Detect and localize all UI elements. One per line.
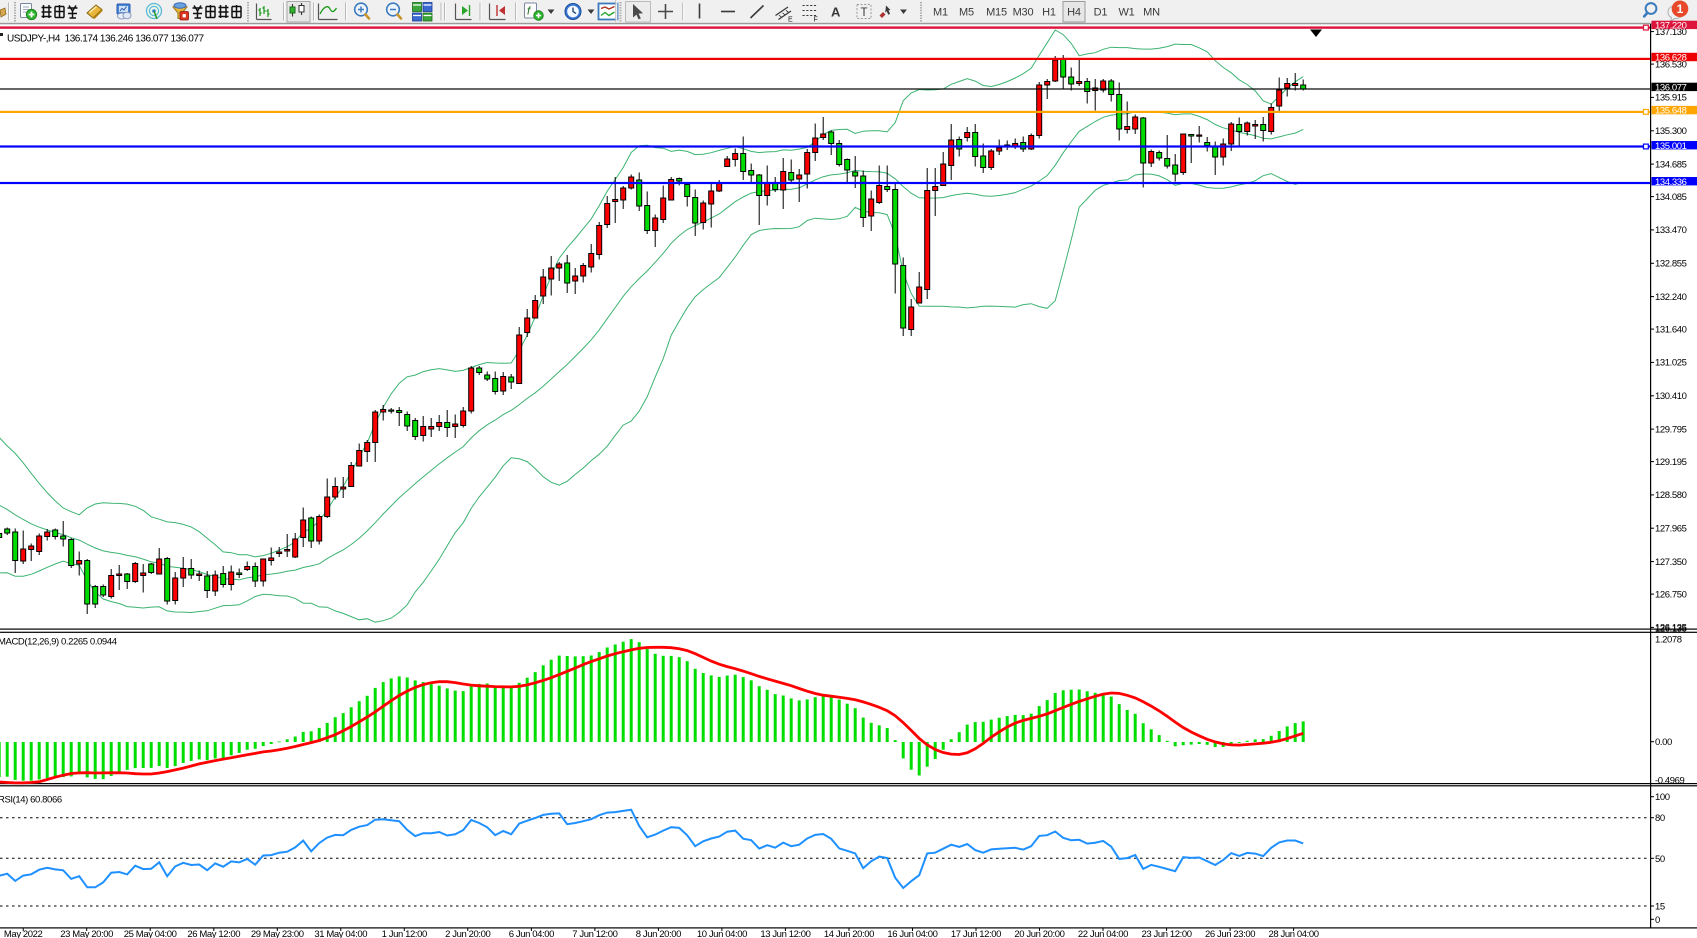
svg-text:131.025: 131.025 [1655, 358, 1687, 369]
svg-text:31 May 04:00: 31 May 04:00 [314, 929, 367, 938]
svg-text:134.336: 134.336 [1655, 177, 1687, 188]
svg-text:136.530: 136.530 [1655, 59, 1687, 70]
svg-text:T: T [861, 7, 868, 19]
svg-text:RSI(14) 60.8066: RSI(14) 60.8066 [0, 795, 62, 806]
svg-text:127.350: 127.350 [1655, 557, 1687, 568]
svg-text:0: 0 [1655, 915, 1660, 926]
svg-text:137.220: 137.220 [1655, 21, 1687, 32]
svg-text:130.410: 130.410 [1655, 391, 1687, 402]
svg-text:126.750: 126.750 [1655, 589, 1687, 600]
svg-text:10 Jun 04:00: 10 Jun 04:00 [697, 929, 747, 938]
svg-text:F: F [814, 17, 818, 24]
svg-text:132.855: 132.855 [1655, 259, 1687, 270]
svg-text:127.965: 127.965 [1655, 524, 1687, 535]
svg-text:2 Jun 20:00: 2 Jun 20:00 [445, 929, 490, 938]
svg-text:1 Jun 12:00: 1 Jun 12:00 [382, 929, 427, 938]
svg-text:22 Jun 04:00: 22 Jun 04:00 [1078, 929, 1128, 938]
svg-text:29 May 23:00: 29 May 23:00 [251, 929, 304, 938]
svg-text:136.628: 136.628 [1655, 53, 1687, 64]
svg-text:1.2078: 1.2078 [1655, 635, 1682, 646]
svg-text:129.195: 129.195 [1655, 457, 1687, 468]
svg-text:80: 80 [1655, 813, 1665, 824]
svg-text:17 Jun 12:00: 17 Jun 12:00 [951, 929, 1001, 938]
svg-text:23 May 20:00: 23 May 20:00 [60, 929, 113, 938]
svg-text:134.685: 134.685 [1655, 159, 1687, 170]
svg-text:126.135: 126.135 [1655, 623, 1687, 634]
svg-text:M5: M5 [959, 7, 974, 19]
svg-text:134.085: 134.085 [1655, 192, 1687, 203]
svg-text:16 Jun 04:00: 16 Jun 04:00 [887, 929, 937, 938]
svg-text:MN: MN [1143, 7, 1160, 19]
svg-text:8 Jun 20:00: 8 Jun 20:00 [636, 929, 681, 938]
svg-text:26 Jun 23:00: 26 Jun 23:00 [1205, 929, 1255, 938]
svg-text:100: 100 [1655, 792, 1670, 803]
svg-text:M30: M30 [1013, 7, 1034, 19]
svg-text:USDJPY-,H4 136.174 136.246 13: USDJPY-,H4 136.174 136.246 136.077 136.0… [7, 34, 204, 45]
svg-text:136.077: 136.077 [1655, 83, 1687, 94]
svg-text:E: E [788, 17, 793, 24]
svg-text:D1: D1 [1094, 7, 1108, 19]
svg-text:14 Jun 20:00: 14 Jun 20:00 [824, 929, 874, 938]
svg-text:126.135: 126.135 [1655, 623, 1687, 634]
svg-text:135.001: 135.001 [1655, 141, 1687, 152]
svg-text:MACD(12,26,9) 0.2265 0.0944: MACD(12,26,9) 0.2265 0.0944 [0, 637, 117, 648]
svg-text:6 Jun 04:00: 6 Jun 04:00 [509, 929, 554, 938]
svg-text:-0.4969: -0.4969 [1655, 776, 1685, 787]
svg-text:H1: H1 [1042, 7, 1056, 19]
svg-text:20 Jun 20:00: 20 Jun 20:00 [1014, 929, 1064, 938]
svg-text:135.915: 135.915 [1655, 93, 1687, 104]
svg-text:May 2022: May 2022 [4, 929, 43, 938]
svg-text:H4: H4 [1067, 7, 1081, 19]
svg-text:129.795: 129.795 [1655, 424, 1687, 435]
svg-text:135.300: 135.300 [1655, 126, 1687, 137]
svg-text:128.580: 128.580 [1655, 490, 1687, 501]
svg-text:7 Jun 12:00: 7 Jun 12:00 [572, 929, 617, 938]
svg-text:15: 15 [1655, 902, 1665, 913]
svg-text:1: 1 [1677, 2, 1684, 16]
svg-text:26 May 12:00: 26 May 12:00 [187, 929, 240, 938]
svg-text:W1: W1 [1118, 7, 1134, 19]
svg-text:A: A [831, 5, 841, 20]
svg-text:13 Jun 12:00: 13 Jun 12:00 [760, 929, 810, 938]
svg-text:137.130: 137.130 [1655, 27, 1687, 38]
svg-text:f: f [527, 6, 531, 18]
svg-text:50: 50 [1655, 854, 1665, 865]
svg-text:0.00: 0.00 [1655, 737, 1672, 748]
svg-text:M15: M15 [986, 7, 1007, 19]
svg-text:M1: M1 [933, 7, 948, 19]
svg-text:28 Jun 04:00: 28 Jun 04:00 [1269, 929, 1319, 938]
svg-text:132.240: 132.240 [1655, 292, 1687, 303]
svg-text:135.648: 135.648 [1655, 106, 1687, 117]
svg-text:25 May 04:00: 25 May 04:00 [124, 929, 177, 938]
svg-text:23 Jun 12:00: 23 Jun 12:00 [1142, 929, 1192, 938]
svg-text:131.640: 131.640 [1655, 324, 1687, 335]
svg-text:133.470: 133.470 [1655, 225, 1687, 236]
